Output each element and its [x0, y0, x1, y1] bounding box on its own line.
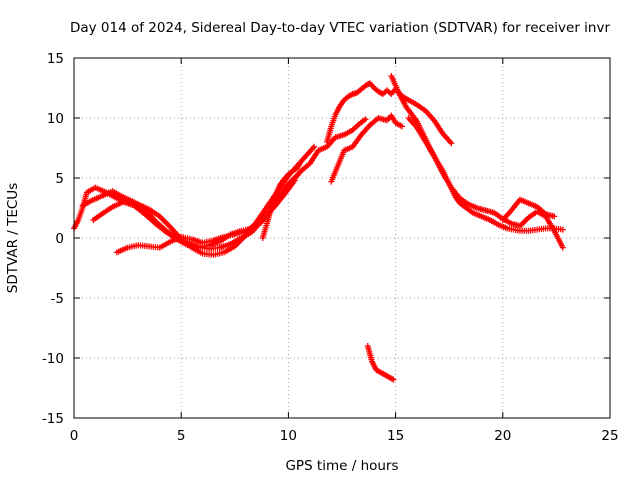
data-point — [559, 226, 566, 233]
x-tick-label: 20 — [494, 428, 511, 444]
data-point — [399, 123, 406, 130]
x-tick-label: 15 — [387, 428, 404, 444]
series-track-f — [328, 112, 406, 185]
data-points — [71, 73, 566, 383]
data-point — [559, 244, 566, 251]
y-tick-label: 15 — [47, 51, 64, 67]
grid-lines — [74, 58, 610, 418]
data-point — [518, 221, 525, 228]
plot-frame — [73, 57, 611, 419]
x-axis-label: GPS time / hours — [285, 458, 398, 474]
data-point — [521, 218, 528, 225]
series-track-j — [499, 196, 558, 223]
data-point — [522, 217, 529, 224]
y-tick-label: -15 — [42, 411, 64, 427]
series-track-d — [113, 116, 369, 256]
x-tick-label: 5 — [177, 428, 186, 444]
data-point — [551, 213, 558, 220]
x-tick-label: 25 — [601, 428, 618, 444]
y-tick-label: -5 — [51, 291, 64, 307]
data-point — [311, 143, 318, 150]
data-point — [448, 140, 455, 147]
series-track-k — [364, 343, 397, 383]
x-tick-label: 0 — [70, 428, 79, 444]
y-axis-label: SDTVAR / TECUs — [5, 183, 21, 293]
data-point — [390, 376, 397, 383]
y-tick-label: 0 — [55, 231, 64, 247]
y-tick-label: 5 — [55, 171, 64, 187]
series-track-e — [259, 143, 318, 241]
data-point — [362, 116, 369, 123]
chart-title: Day 014 of 2024, Sidereal Day-to-day VTE… — [70, 20, 610, 36]
y-tick-label: -10 — [42, 351, 64, 367]
series-track-g — [323, 80, 455, 147]
x-tick-label: 10 — [280, 428, 297, 444]
y-tick-label: 10 — [47, 111, 64, 127]
series-track-i — [405, 115, 566, 251]
